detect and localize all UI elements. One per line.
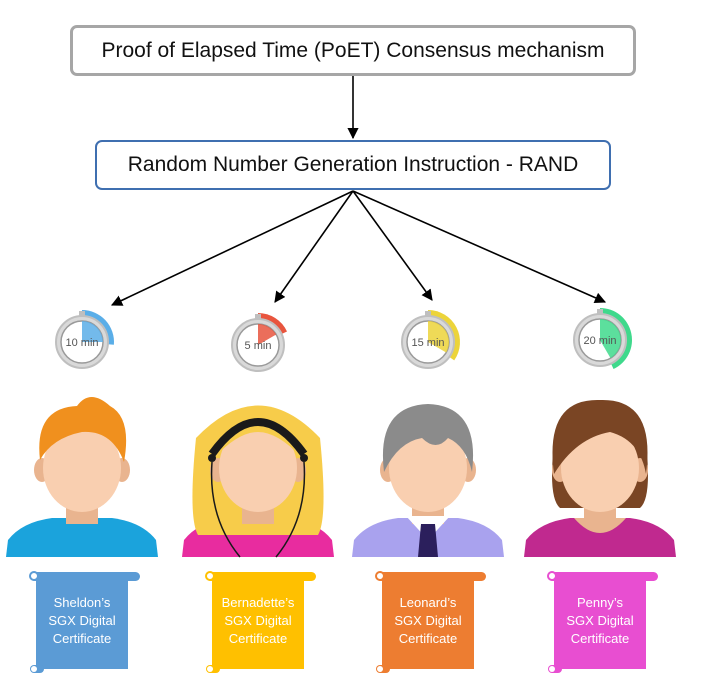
certificate-bernadette-scroll <box>205 571 316 673</box>
certificate-bernadette-line1: Bernadette’s <box>221 595 295 610</box>
person-bernadette-face <box>219 424 297 512</box>
person-sheldon-shirt <box>6 518 158 557</box>
certificate-leonard-scroll <box>375 571 486 673</box>
timer-leonard-label: 15 min <box>411 337 444 349</box>
arrow-rand-to-bernadette <box>274 190 354 303</box>
certificate-bernadette-text: Bernadette’s SGX Digital Certificate <box>210 594 306 648</box>
certificate-leonard-text: Leonard’s SGX Digital Certificate <box>380 594 476 648</box>
certificate-bernadette-line3: Certificate <box>228 631 288 646</box>
rand-instruction-box: Random Number Generation Instruction - R… <box>95 140 611 190</box>
certificate-sheldon-scroll <box>29 571 140 673</box>
poet-consensus-label: Proof of Elapsed Time (PoET) Consensus m… <box>101 38 605 62</box>
arrow-rand-to-sheldon <box>110 190 354 306</box>
certificate-penny-line1: Penny’s <box>576 595 623 610</box>
certificate-leonard-line3: Certificate <box>398 631 458 646</box>
timer-sheldon-icon: 10 min <box>55 310 114 369</box>
certificate-sheldon-line3: Certificate <box>52 631 112 646</box>
certificate-bernadette-line2: SGX Digital <box>224 613 292 628</box>
person-leonard-avatar <box>352 404 504 557</box>
timer-bernadette-label: 5 min <box>245 340 272 352</box>
certificate-penny-line2: SGX Digital <box>566 613 634 628</box>
person-leonard-face <box>389 424 467 512</box>
timer-sheldon-label: 10 min <box>65 337 98 349</box>
certificate-sheldon-line2: SGX Digital <box>48 613 116 628</box>
person-bernadette-avatar <box>182 405 334 558</box>
certificate-leonard-line1: Leonard’s <box>399 595 457 610</box>
certificate-leonard-line2: SGX Digital <box>394 613 462 628</box>
person-penny-shirt <box>524 518 676 557</box>
certificate-penny-text: Penny’s SGX Digital Certificate <box>552 594 648 648</box>
certificate-penny-line3: Certificate <box>570 631 630 646</box>
certificate-sheldon-line1: Sheldon’s <box>53 595 111 610</box>
timer-bernadette-icon: 5 min <box>231 313 288 372</box>
timer-penny-icon: 20 min <box>573 308 633 370</box>
poet-consensus-box: Proof of Elapsed Time (PoET) Consensus m… <box>70 25 636 76</box>
certificate-sheldon-text: Sheldon’s SGX Digital Certificate <box>34 594 130 648</box>
person-sheldon-face <box>43 424 121 512</box>
arrow-rand-to-penny <box>352 190 607 304</box>
timer-leonard-icon: 15 min <box>401 310 460 369</box>
person-penny-face <box>561 424 639 512</box>
person-sheldon-avatar <box>6 397 158 557</box>
person-penny-avatar <box>524 399 676 557</box>
certificate-penny-scroll <box>547 571 658 673</box>
rand-instruction-label: Random Number Generation Instruction - R… <box>127 153 579 176</box>
arrow-rand-to-leonard <box>352 190 433 301</box>
timer-penny-label: 20 min <box>583 335 616 347</box>
